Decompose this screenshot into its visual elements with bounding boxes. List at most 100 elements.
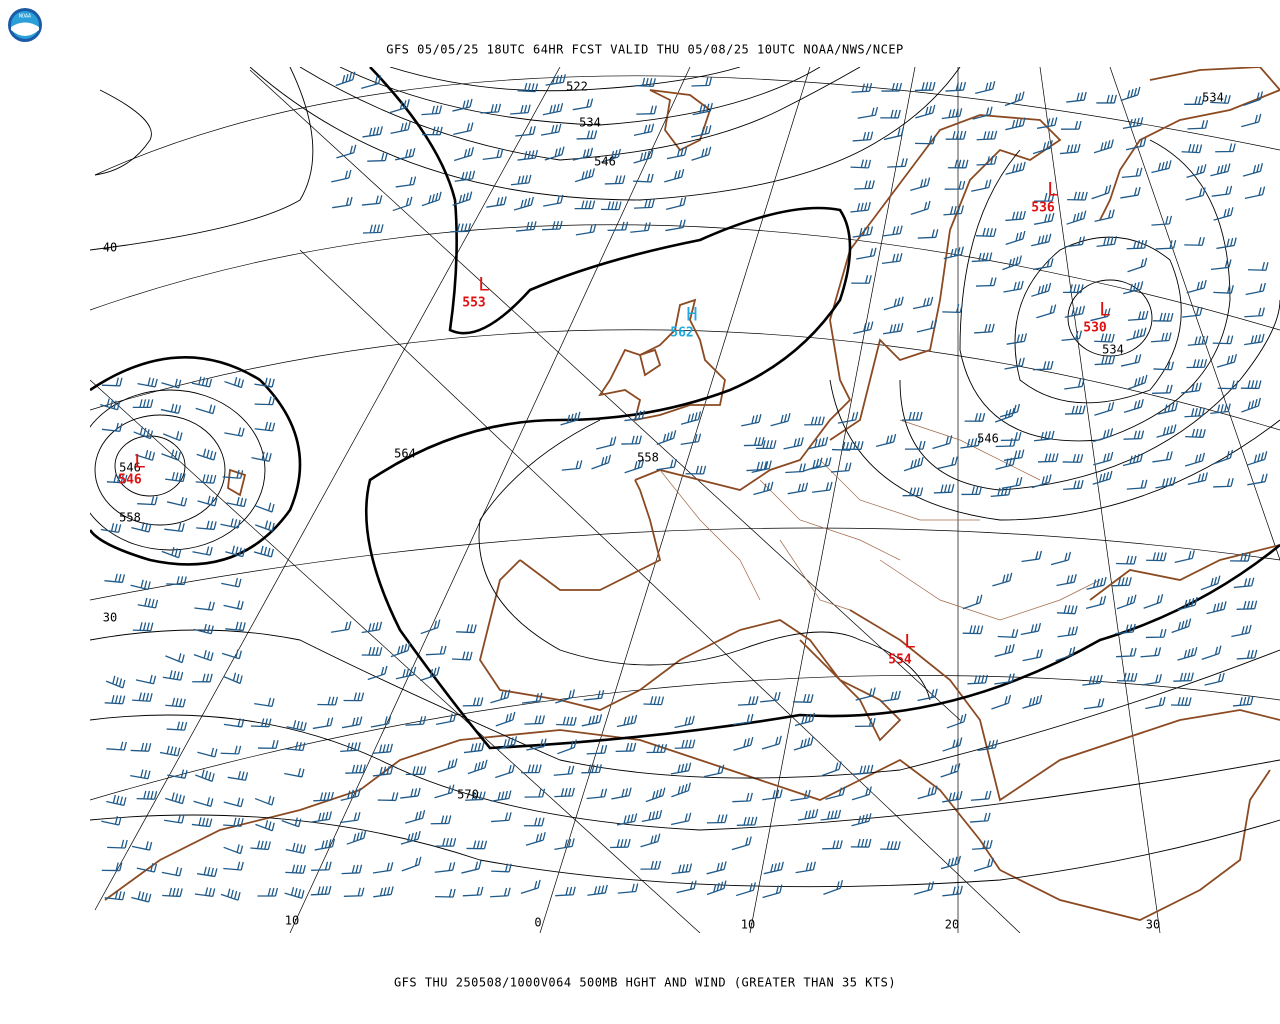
wind-barb (942, 304, 963, 314)
wind-barb (311, 811, 333, 823)
wind-barb (223, 844, 244, 855)
wind-barb (1005, 161, 1026, 175)
wind-barb (797, 808, 819, 821)
wind-barb (1123, 281, 1144, 295)
wind-barb (611, 787, 632, 800)
contour-label: 570 (457, 788, 479, 802)
wind-barb (962, 594, 983, 610)
contour (299, 67, 861, 161)
wind-barb (343, 692, 365, 702)
wind-barb (164, 814, 185, 824)
wind-barb (133, 426, 154, 440)
wind-barb (1121, 167, 1143, 179)
wind-barb (855, 717, 876, 728)
wind-barb (1002, 255, 1022, 271)
contour-label: 564 (394, 447, 416, 461)
wind-barb (643, 696, 665, 706)
wind-barb (811, 457, 832, 470)
wind-barb (1036, 117, 1058, 129)
wind-barb (1210, 259, 1232, 270)
longitude-label: 30 (1146, 918, 1160, 932)
wind-barb (224, 427, 245, 437)
wind-barb (1241, 113, 1262, 128)
wind-barb (390, 121, 411, 134)
wind-barb (915, 135, 936, 145)
wind-barb (195, 769, 215, 782)
wind-barb (401, 856, 422, 872)
wind-barb (942, 885, 963, 897)
wind-barb (1092, 470, 1113, 485)
wind-barb (555, 689, 576, 704)
wind-barb (286, 720, 307, 732)
center-value: 553 (462, 296, 485, 311)
wind-barb (1064, 378, 1085, 390)
wind-barb (313, 791, 334, 802)
wind-barb (195, 474, 217, 484)
wind-barb (556, 716, 577, 726)
wind-barb (517, 149, 538, 161)
longitude-label: 0 (534, 916, 541, 930)
wind-barb (960, 437, 981, 449)
wind-barb (223, 672, 243, 685)
border (659, 419, 1101, 621)
center-value: 530 (1083, 321, 1107, 336)
wind-barb (1141, 674, 1162, 686)
wind-barb (1033, 258, 1054, 271)
wind-barb (106, 474, 128, 484)
wind-barb (600, 148, 622, 163)
wind-barb (542, 103, 564, 116)
wind-barb (792, 693, 814, 703)
wind-barb (450, 223, 472, 233)
wind-barb (330, 621, 352, 633)
wind-barb (250, 840, 271, 851)
wind-barb (1115, 623, 1136, 635)
wind-barb (1086, 576, 1107, 590)
wind-barb (1140, 647, 1162, 658)
wind-barb (284, 887, 305, 899)
wind-barb (520, 879, 541, 894)
wind-barb (1094, 355, 1116, 366)
wind-barb (461, 860, 482, 874)
contour-label: 546 (977, 432, 999, 446)
wind-barb (1210, 403, 1231, 415)
wind-barb (540, 123, 562, 136)
footer-caption: GFS THU 250508/1000V064 500MB HGHT AND W… (394, 976, 896, 990)
graticule-line (1039, 67, 1161, 933)
wind-barb (970, 812, 991, 823)
wind-barb (852, 131, 874, 142)
wind-barb (1247, 261, 1269, 271)
graticule-line (749, 67, 916, 933)
wind-barb (664, 168, 685, 183)
wind-barb (361, 195, 383, 206)
wind-barb (395, 148, 416, 161)
coastline (739, 619, 902, 742)
wind-barb (1004, 91, 1025, 107)
wind-barb (405, 810, 426, 824)
wind-barb (1177, 596, 1198, 611)
coastlines (104, 67, 1280, 921)
wind-barb (1061, 330, 1083, 342)
wind-barb (850, 838, 872, 848)
wind-barb (1247, 451, 1268, 466)
wind-barbs (100, 71, 1269, 903)
wind-barb (880, 690, 901, 703)
wind-barb (1093, 451, 1114, 466)
wind-barb (821, 761, 842, 777)
wind-barb (574, 168, 595, 183)
wind-barb (1185, 187, 1206, 201)
wind-barb (257, 740, 279, 749)
wind-barb (1184, 407, 1206, 418)
wind-barb (491, 812, 512, 823)
wind-barb (106, 741, 127, 751)
graticule-line (539, 67, 811, 933)
contour (1014, 236, 1182, 404)
wind-barb (1032, 140, 1053, 155)
wind-barb (1127, 374, 1148, 390)
wind-barb (1060, 120, 1082, 130)
wind-barb (104, 890, 126, 901)
wind-barb (361, 75, 382, 90)
wind-barb (361, 621, 383, 634)
wind-barb (741, 414, 762, 427)
